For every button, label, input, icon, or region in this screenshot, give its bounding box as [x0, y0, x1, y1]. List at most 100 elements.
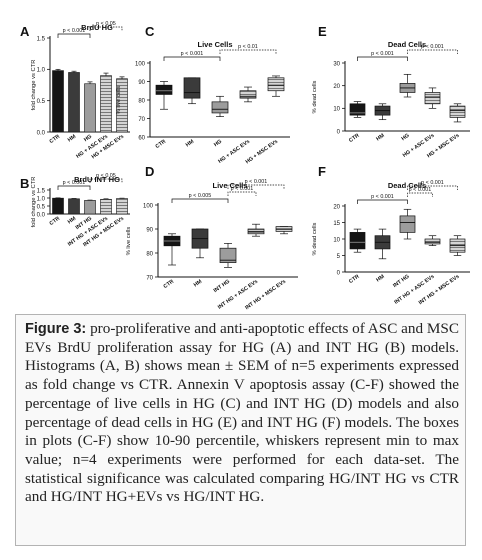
- panel-e-letter: E: [318, 24, 327, 39]
- panel-a-pvalue-1: p < 0.05: [96, 21, 116, 27]
- panel-b-title: BrdU INT HG: [74, 175, 120, 184]
- panel-d-title: Live Cells: [212, 181, 247, 190]
- panel-e-title: Dead Cells: [388, 40, 426, 49]
- panel-b-bar-4: [116, 198, 128, 215]
- panel-d-xtick-label-2: INT HG: [213, 279, 231, 294]
- panel-b-ytick-label-0: 0.0: [37, 212, 46, 218]
- panel-b-bar-1: [68, 198, 80, 215]
- panel-d-box-2: [219, 247, 237, 263]
- panel-f-xtick-label-2: INT HG: [392, 274, 410, 289]
- panel-b-pvalue-1: p < 0.05: [96, 173, 116, 179]
- figure-caption: Figure 3: pro-proliferative and anti-apo…: [25, 320, 459, 507]
- panel-a-bar-2: [84, 83, 96, 133]
- panel-c-ytick-label-2: 80: [138, 98, 145, 104]
- panel-d-ytick-label-3: 100: [143, 203, 154, 209]
- panel-d-xtick-label-0: CTR: [163, 279, 176, 290]
- panel-f-ytick-label-3: 15: [333, 221, 340, 227]
- panel-a-bar-1: [68, 72, 80, 133]
- panel-b-letter: B: [20, 176, 29, 191]
- panel-c-ytick-label-3: 90: [138, 80, 145, 86]
- panel-a-xtick-label-1: HM: [67, 133, 78, 143]
- panel-f-bracket-1: [407, 192, 433, 197]
- panel-c-box-2: [211, 101, 229, 114]
- panel-c-ytick-label-0: 60: [138, 135, 145, 141]
- panel-c-box-1: [183, 77, 201, 99]
- panel-c-xtick-label-1: HM: [185, 138, 196, 148]
- panel-c-pvalue-1: p < 0.01: [238, 44, 258, 50]
- panel-c-title: Live Cells: [197, 40, 232, 49]
- panel-f-xtick-label-0: CTR: [348, 274, 361, 285]
- panel-d-letter: D: [145, 164, 154, 179]
- panel-a-letter: A: [20, 24, 30, 39]
- panel-a-bar-3: [100, 75, 112, 133]
- panel-e-box-3: [424, 92, 441, 105]
- panel-d-ylabel: % live cells: [126, 227, 132, 256]
- panel-f-pvalue-2: p < 0.001: [421, 180, 444, 186]
- panel-b-ytick-label-2: 1.0: [37, 196, 46, 202]
- panel-e-box-0: [349, 103, 366, 116]
- panel-a-ylabel: fold change vs CTR: [31, 60, 37, 111]
- panel-c-pvalue-0: p < 0.001: [181, 51, 204, 57]
- panel-e-ytick-label-3: 30: [333, 61, 340, 67]
- panel-e-xtick-label-1: HM: [375, 132, 386, 142]
- panel-a-ytick-label-3: 1.5: [37, 36, 46, 42]
- panel-d-pvalue-1: p < 0.001: [231, 186, 254, 192]
- panel-f-box-2: [399, 215, 416, 233]
- panel-c-box-4: [267, 77, 285, 92]
- panel-d-ytick-label-2: 90: [146, 227, 153, 233]
- panel-b-bar-0: [52, 197, 64, 215]
- panel-c-letter: C: [145, 24, 155, 39]
- panel-f-title: Dead Cells: [388, 181, 426, 190]
- panel-f-ytick-label-1: 5: [337, 254, 341, 260]
- panel-a-xtick-label-0: CTR: [49, 134, 62, 145]
- panel-f-box-3: [424, 238, 441, 245]
- panel-a-bracket-0: [57, 33, 91, 38]
- panel-a-xtick-label-2: HG: [83, 134, 93, 144]
- panel-f-pvalue-1: p < 0.001: [409, 187, 432, 193]
- panel-b-pvalue-0: p < 0.001: [63, 180, 86, 186]
- panel-f-pvalue-0: p < 0.001: [371, 194, 394, 200]
- panel-f-letter: F: [318, 164, 326, 179]
- panel-d-ytick-label-0: 70: [146, 275, 153, 281]
- panel-b-bar-2: [84, 200, 96, 215]
- panel-a-title: BrdU HG: [81, 23, 113, 32]
- panel-b-ytick-label-1: 0.5: [37, 204, 46, 210]
- panel-f-bracket-0: [357, 199, 408, 204]
- panel-f-ytick-label-4: 20: [333, 204, 340, 210]
- panel-c-box-3: [239, 90, 257, 99]
- panel-c-bracket-1: [219, 49, 277, 54]
- panel-a-ytick-label-0: 0.0: [37, 130, 46, 136]
- panel-c-ytick-label-1: 70: [138, 117, 145, 123]
- panel-e-ytick-label-0: 0: [337, 129, 341, 135]
- panel-f-xtick-label-1: HM: [375, 273, 386, 283]
- panel-b-ylabel: fold change vs CTR: [31, 177, 37, 228]
- panel-b-bar-3: [100, 198, 112, 215]
- panel-f-ylabel: % dead cells: [312, 222, 318, 255]
- panel-f-ytick-label-2: 10: [333, 237, 340, 243]
- panel-b-xtick-label-1: HM: [67, 215, 78, 225]
- caption-text: pro-proliferative and anti-apoptotic eff…: [25, 320, 459, 506]
- panel-d-ytick-label-1: 80: [146, 251, 153, 257]
- panel-e-pvalue-0: p < 0.001: [371, 51, 394, 57]
- panel-a-bracket-1: [89, 26, 123, 31]
- panel-e-xtick-label-0: CTR: [348, 133, 361, 144]
- panel-a-ytick-label-2: 1.0: [37, 68, 46, 74]
- panel-c-xtick-label-2: HG: [213, 139, 223, 149]
- panel-b-ytick-label-3: 1.5: [37, 188, 46, 194]
- panel-b-bracket-1: [89, 178, 123, 183]
- caption-box: [15, 314, 466, 546]
- panel-d-bracket-0: [171, 198, 229, 203]
- panel-b-bracket-0: [57, 185, 91, 190]
- panel-e-bracket-0: [357, 56, 408, 61]
- panel-d-bracket-1: [227, 191, 257, 196]
- panel-f-box-0: [349, 232, 366, 250]
- panel-d-xtick-label-1: HM: [193, 278, 204, 288]
- panel-c-bracket-0: [163, 56, 221, 61]
- panel-a-pvalue-0: p < 0.001: [63, 28, 86, 34]
- panel-e-bracket-1: [407, 49, 458, 54]
- panel-c-box-0: [155, 84, 173, 95]
- panel-c-xtick-label-0: CTR: [155, 139, 168, 150]
- panel-c-ylabel: % live cells: [116, 86, 122, 115]
